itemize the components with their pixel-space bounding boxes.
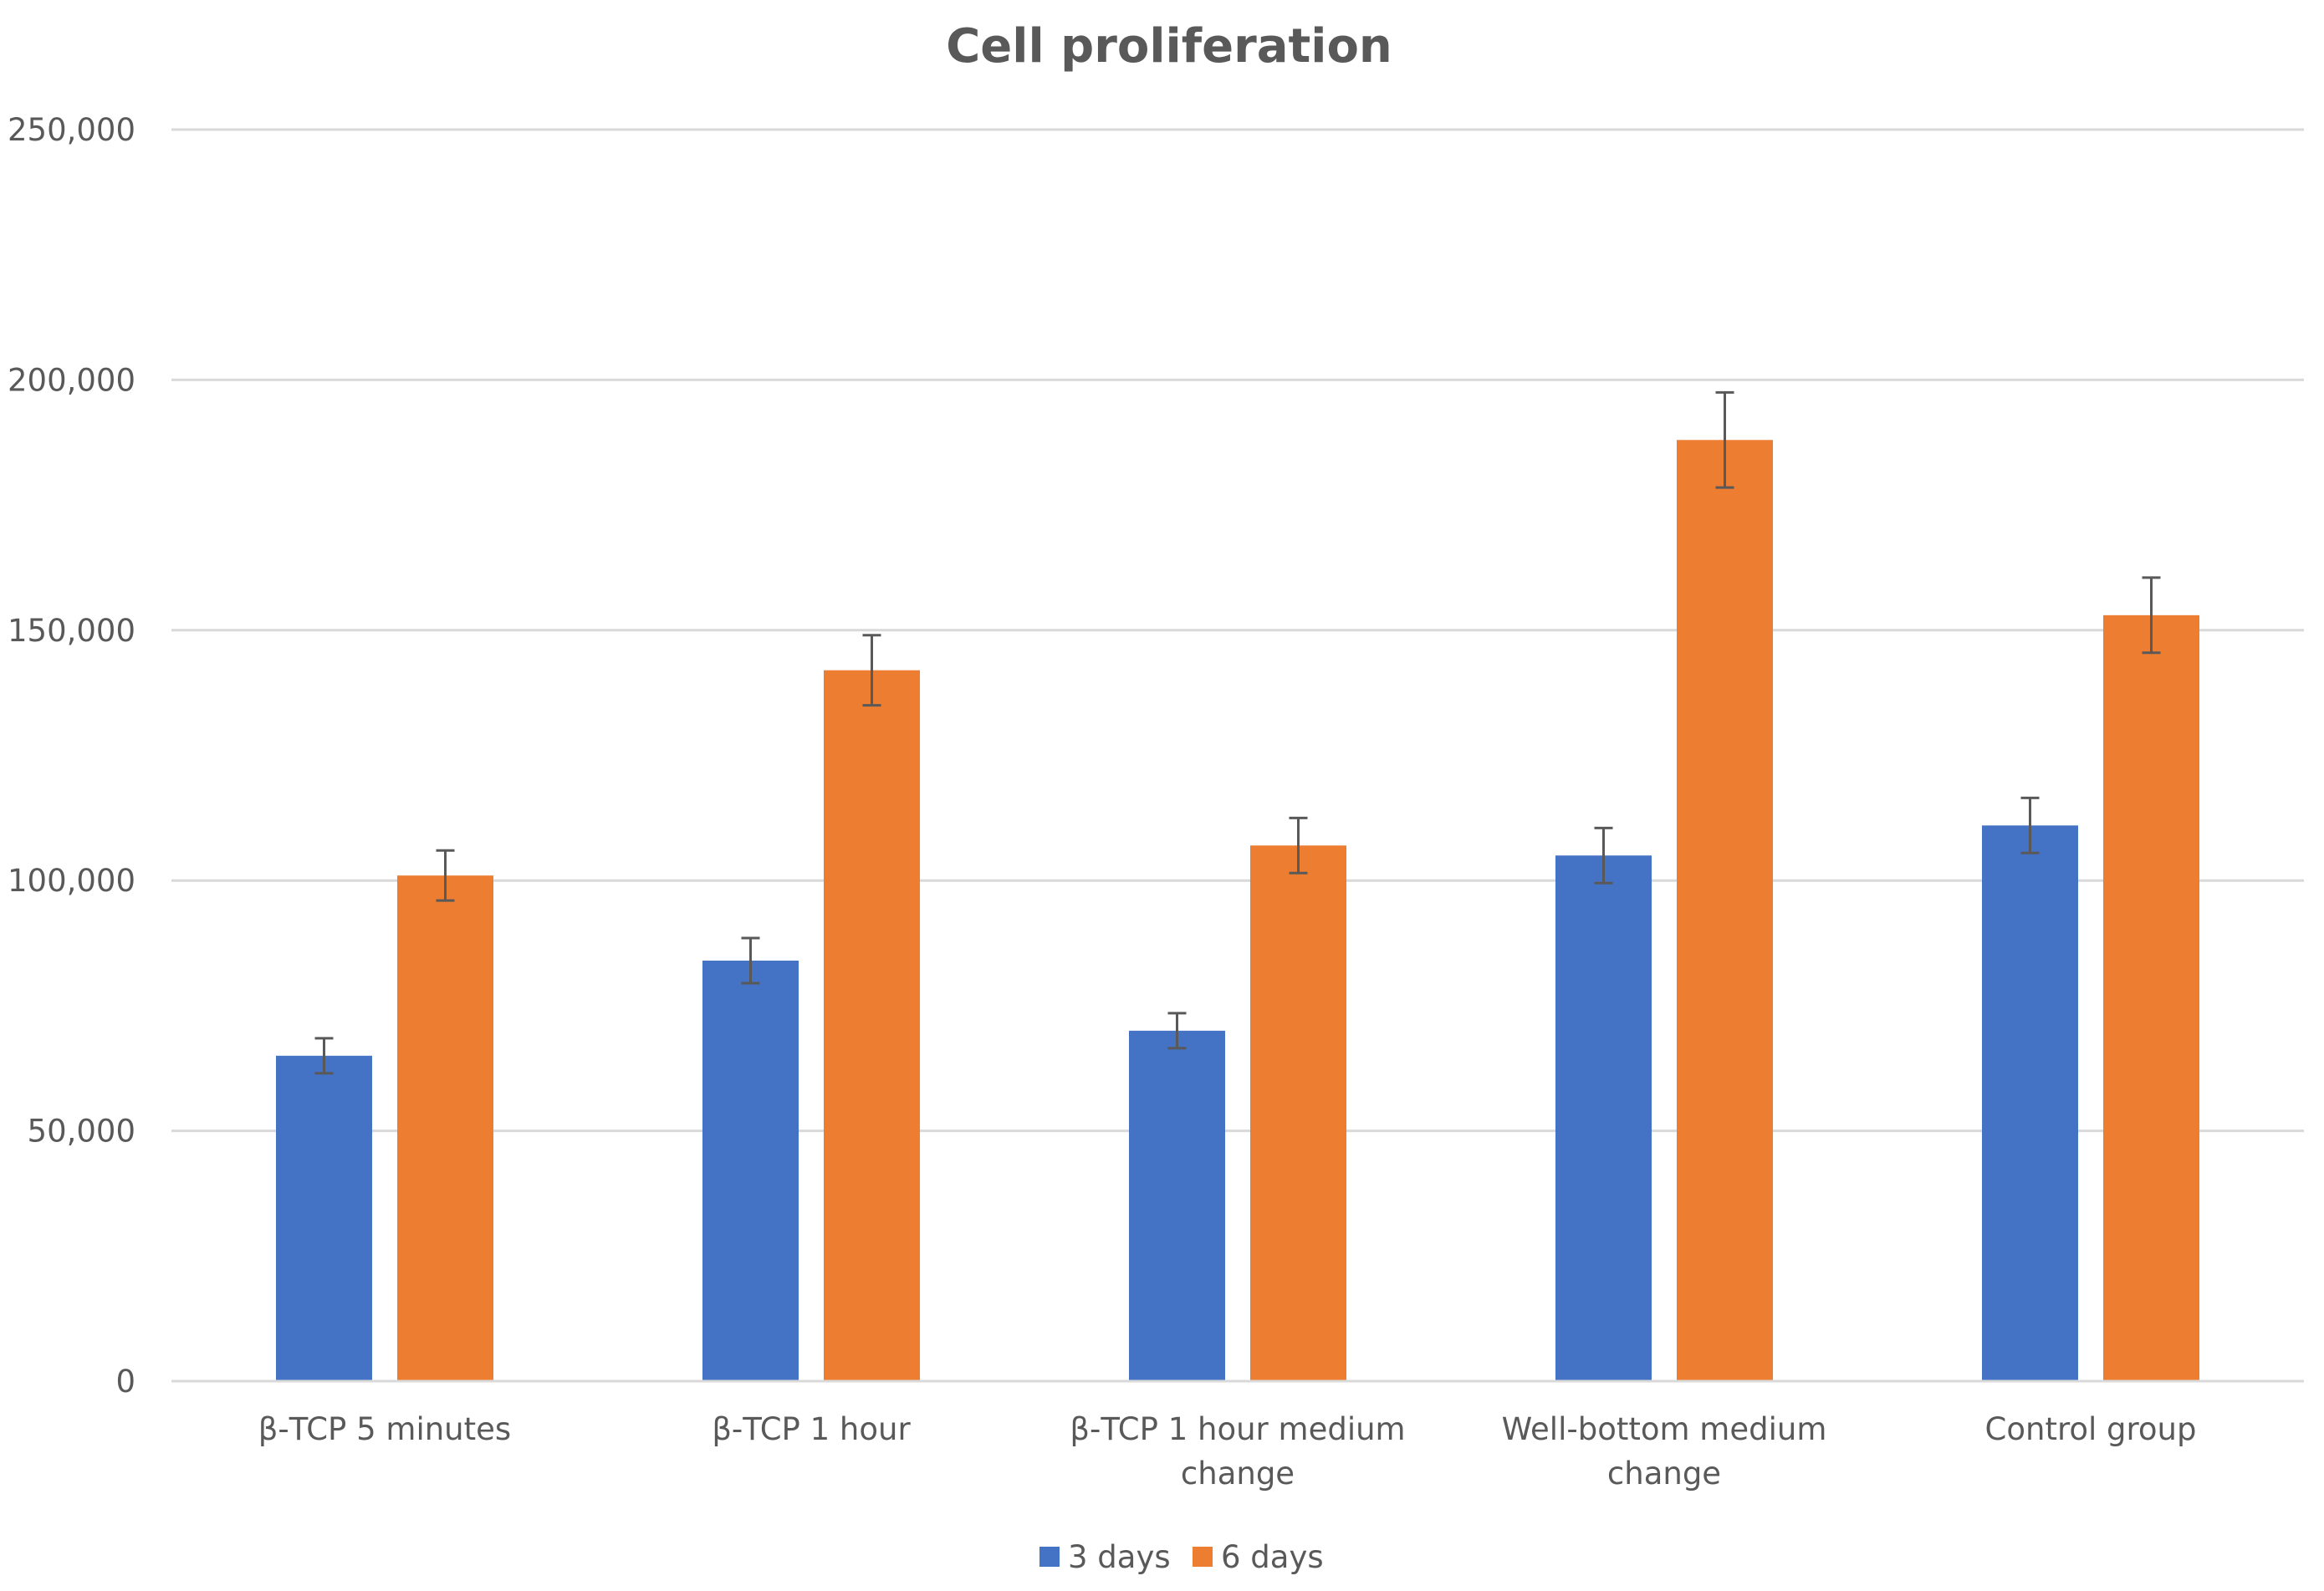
error-bar-series1-cat2 <box>1289 816 1308 875</box>
x-category-label-0: β-TCP 5 minutes <box>258 1411 511 1447</box>
x-category-label-4: Control group <box>1985 1411 2197 1447</box>
bar-series1-cat0 <box>397 875 493 1381</box>
bar-series1-cat1 <box>824 670 920 1381</box>
x-category-label-line: β-TCP 1 hour <box>712 1411 911 1447</box>
legend-item-0: 3 days <box>1039 1539 1171 1575</box>
bar-series0-cat3 <box>1555 855 1652 1381</box>
y-tick-label-4: 200,000 <box>8 362 135 398</box>
legend: 3 days 6 days <box>1039 1539 1324 1575</box>
error-bars <box>314 390 2161 1075</box>
y-tick-label-2: 100,000 <box>8 863 135 899</box>
y-axis-tick-labels: 0 50,000 100,000 150,000 200,000 250,000 <box>8 112 135 1400</box>
y-tick-label-1: 50,000 <box>28 1114 135 1150</box>
bar-series1-cat3 <box>1677 440 1773 1381</box>
legend-swatch <box>1039 1547 1060 1567</box>
error-bar-series0-cat0 <box>314 1037 334 1075</box>
legend-label: 3 days <box>1068 1539 1171 1575</box>
y-tick-label-5: 250,000 <box>8 112 135 148</box>
x-category-label-2: β-TCP 1 hour medium change <box>1070 1411 1405 1492</box>
x-category-label-line: Well-bottom medium <box>1502 1411 1827 1447</box>
x-axis-category-labels: β-TCP 5 minutes β-TCP 1 hour β-TCP 1 hour … <box>258 1411 2197 1492</box>
error-bar-series1-cat0 <box>436 849 455 902</box>
bar-series0-cat1 <box>702 961 799 1381</box>
bar-series1-cat2 <box>1250 845 1346 1381</box>
error-bar-series1-cat1 <box>862 634 881 707</box>
x-category-label-line: change <box>1181 1456 1295 1492</box>
bars <box>276 440 2199 1381</box>
error-bar-series1-cat4 <box>2142 576 2161 655</box>
legend-label: 6 days <box>1221 1539 1324 1575</box>
y-tick-label-0: 0 <box>115 1364 135 1400</box>
x-category-label-line: β-TCP 1 hour medium <box>1070 1411 1405 1447</box>
bar-series0-cat0 <box>276 1055 372 1381</box>
x-category-label-line: β-TCP 5 minutes <box>258 1411 511 1447</box>
error-bar-series0-cat1 <box>741 936 760 985</box>
gridlines <box>171 128 2304 1133</box>
error-bar-series1-cat3 <box>1715 390 1734 489</box>
legend-item-1: 6 days <box>1193 1539 1324 1575</box>
x-category-label-line: Control group <box>1985 1411 2197 1447</box>
chart-title: Cell proliferation <box>946 19 1392 74</box>
legend-swatch <box>1193 1547 1213 1567</box>
x-category-label-1: β-TCP 1 hour <box>712 1411 911 1447</box>
error-bar-series0-cat2 <box>1167 1012 1187 1050</box>
x-category-label-line: change <box>1607 1456 1721 1492</box>
y-tick-label-3: 150,000 <box>8 613 135 649</box>
x-category-label-3: Well-bottom medium change <box>1502 1411 1827 1492</box>
bar-series0-cat2 <box>1129 1030 1225 1381</box>
bar-series0-cat4 <box>1982 825 2078 1381</box>
error-bar-series0-cat4 <box>2020 796 2040 854</box>
error-bar-series0-cat3 <box>1594 826 1613 885</box>
bar-series1-cat4 <box>2103 614 2199 1381</box>
